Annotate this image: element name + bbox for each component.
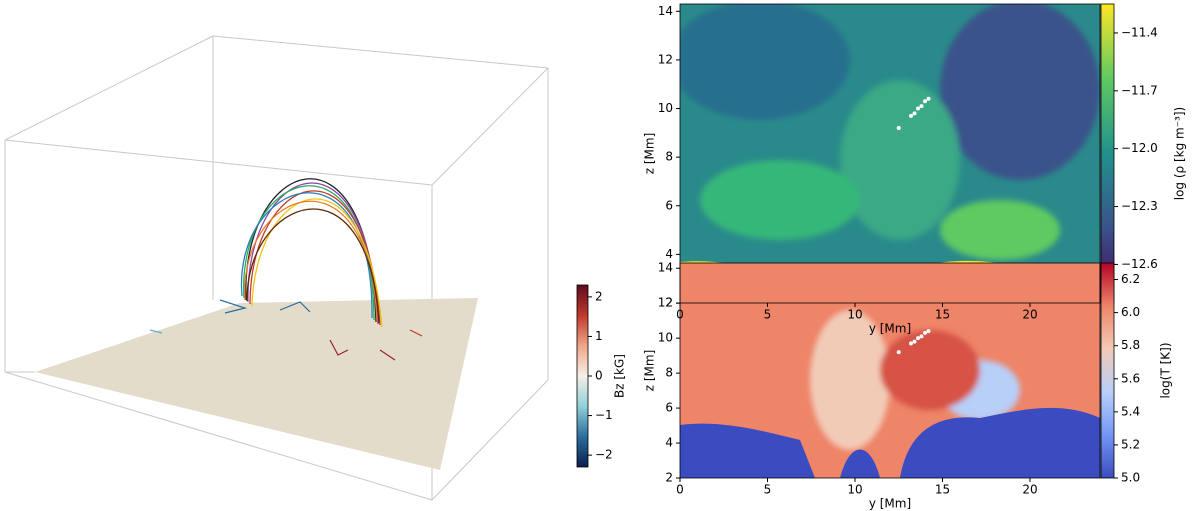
x-tick-label: 5	[764, 483, 772, 497]
colorbar-tick-label: −12.3	[1121, 199, 1158, 213]
point	[909, 113, 913, 118]
x-tick-label: 10	[847, 308, 862, 322]
colorbar-tick-label: −12.0	[1121, 141, 1158, 155]
axes-frame	[679, 262, 1101, 479]
x-axis-label: y [Mm]	[869, 322, 911, 336]
y-tick-label: 6	[665, 198, 673, 212]
y-tick-label: 2	[665, 471, 673, 485]
y-tick-label: 2	[665, 296, 673, 310]
colorbar-tick-label: −11.4	[1121, 25, 1158, 39]
y-axis-label: z [Mm]	[643, 350, 657, 392]
point	[923, 99, 927, 104]
point	[909, 341, 913, 346]
y-tick-label: 12	[658, 52, 673, 66]
point	[919, 104, 924, 109]
y-axis-label: z [Mm]	[643, 133, 657, 175]
x-tick-label: 20	[1022, 308, 1037, 322]
axes-frame	[679, 3, 1101, 304]
y-tick-label: 4	[665, 247, 673, 261]
colorbar-label: log (ρ [kg m⁻³])	[1173, 107, 1187, 200]
colorbar	[1100, 3, 1115, 304]
y-tick-label: 14	[658, 261, 673, 275]
point	[896, 125, 901, 130]
x-tick-label: 0	[676, 483, 684, 497]
colorbar-label: Bz [kG]	[613, 354, 627, 398]
colorbar-tick-label: 5.4	[1121, 404, 1140, 418]
y-tick-label: 8	[665, 150, 673, 164]
y-tick-label: 14	[658, 4, 673, 18]
y-tick-label: 10	[658, 101, 673, 115]
colorbar-tick-label: 5.2	[1121, 437, 1140, 451]
colorbar	[576, 284, 589, 468]
x-tick-label: 15	[935, 308, 950, 322]
y-tick-label: 10	[658, 331, 673, 345]
point	[926, 329, 931, 334]
point	[926, 96, 931, 101]
x-tick-label: 15	[935, 483, 950, 497]
y-tick-label: 12	[658, 296, 673, 310]
y-tick-label: 4	[665, 436, 673, 450]
colorbar-tick-label: −12.6	[1121, 257, 1158, 271]
colorbar	[1100, 262, 1115, 479]
point	[912, 111, 917, 116]
render-3d	[4, 35, 549, 501]
colorbar-label: log(T [K])	[1159, 342, 1173, 398]
point	[919, 334, 924, 339]
colorbar-tick-label: 1	[595, 329, 603, 343]
x-tick-label: 20	[1022, 483, 1037, 497]
colorbar-tick-label: 0	[595, 369, 603, 383]
point	[923, 330, 927, 335]
colorbar-tick-label: 6.0	[1121, 305, 1140, 319]
point	[896, 350, 901, 355]
colorbar-tick-label: −1	[595, 408, 613, 422]
colorbar-tick-label: 5.8	[1121, 338, 1140, 352]
colorbar-tick-label: 5.6	[1121, 371, 1140, 385]
point	[916, 336, 920, 341]
x-axis-label: y [Mm]	[869, 497, 911, 511]
density-image	[680, 4, 1100, 303]
colorbar-tick-label: −11.7	[1121, 83, 1158, 97]
colorbar-tick-label: 6.2	[1121, 272, 1140, 286]
x-tick-label: 5	[764, 308, 772, 322]
y-tick-label: 6	[665, 401, 673, 415]
colorbar-tick-label: 5.0	[1121, 471, 1140, 485]
colorbar-tick-label: −2	[595, 448, 613, 462]
temperature-image	[680, 263, 1100, 478]
colorbar-tick-label: 2	[595, 289, 603, 303]
x-tick-label: 10	[847, 483, 862, 497]
point	[916, 106, 920, 111]
point	[912, 339, 917, 344]
y-tick-label: 8	[665, 366, 673, 380]
